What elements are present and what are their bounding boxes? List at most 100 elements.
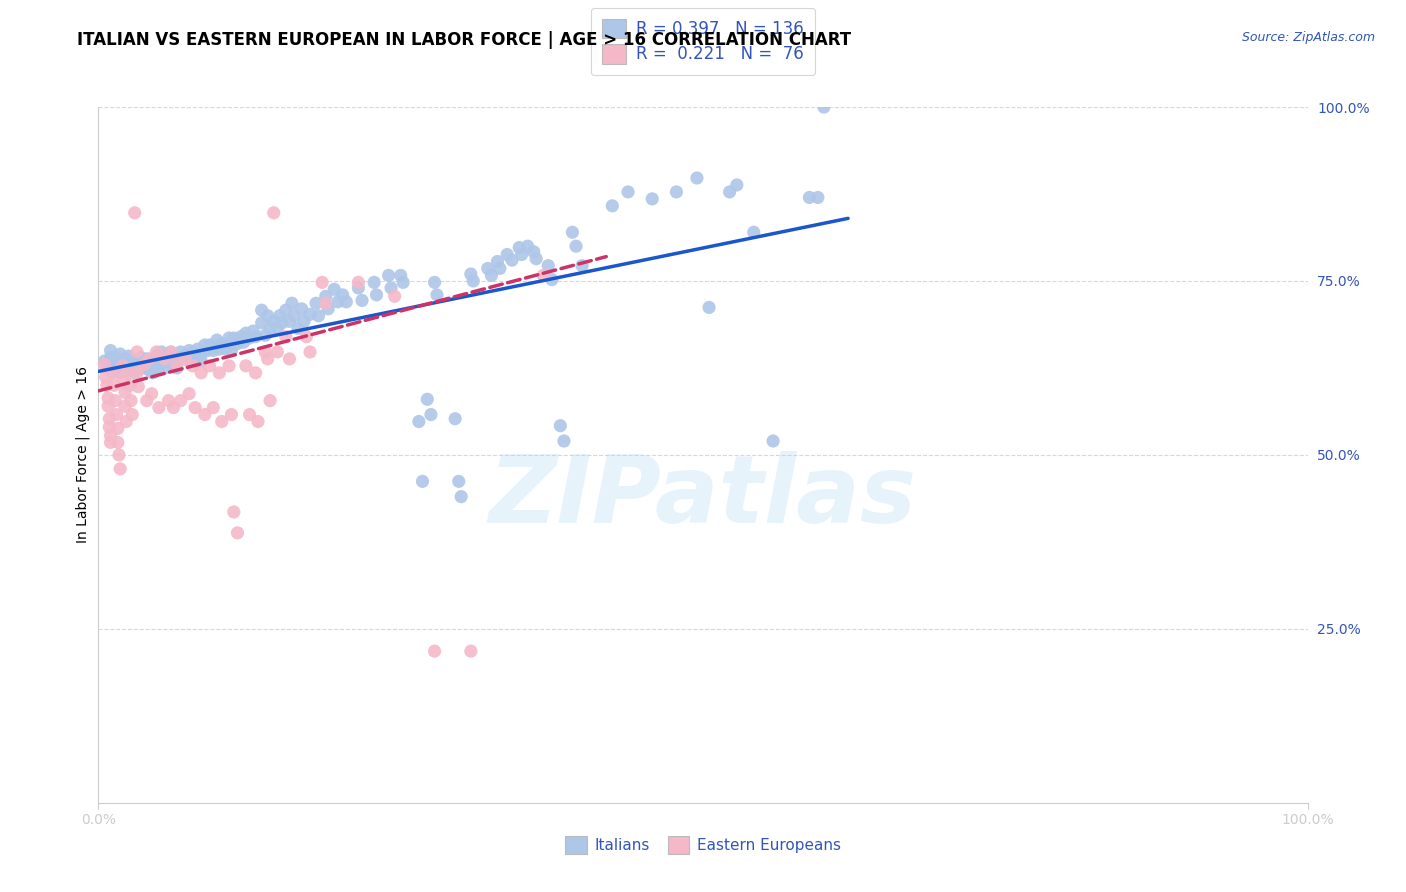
Point bbox=[107, 421, 129, 435]
Point bbox=[250, 316, 273, 330]
Point bbox=[287, 321, 309, 335]
Point bbox=[127, 366, 149, 380]
Point bbox=[366, 288, 388, 302]
Point bbox=[190, 354, 212, 368]
Point bbox=[266, 345, 288, 359]
Point bbox=[135, 351, 157, 366]
Point bbox=[198, 359, 221, 373]
Point bbox=[100, 351, 122, 365]
Point bbox=[235, 359, 257, 373]
Point bbox=[108, 347, 131, 361]
Point bbox=[718, 185, 741, 199]
Point bbox=[97, 391, 120, 405]
Point bbox=[278, 351, 301, 366]
Point bbox=[179, 386, 201, 401]
Point bbox=[141, 386, 163, 401]
Point bbox=[100, 358, 122, 372]
Point bbox=[242, 324, 264, 338]
Point bbox=[187, 342, 209, 356]
Point bbox=[111, 371, 134, 385]
Point bbox=[115, 415, 138, 429]
Point bbox=[105, 408, 128, 422]
Point bbox=[153, 351, 176, 366]
Point bbox=[308, 309, 330, 323]
Point bbox=[214, 342, 236, 356]
Point bbox=[181, 345, 204, 359]
Point bbox=[501, 253, 523, 268]
Point bbox=[111, 356, 134, 370]
Point bbox=[101, 366, 124, 380]
Point bbox=[799, 190, 821, 204]
Point bbox=[226, 336, 249, 351]
Point bbox=[423, 644, 446, 658]
Point bbox=[145, 349, 167, 363]
Point bbox=[380, 281, 402, 295]
Point bbox=[553, 434, 575, 448]
Point bbox=[100, 343, 122, 358]
Point bbox=[389, 268, 412, 283]
Point bbox=[254, 345, 277, 359]
Point bbox=[153, 360, 176, 375]
Point bbox=[218, 331, 240, 345]
Point bbox=[259, 393, 281, 408]
Text: ZIPatlas: ZIPatlas bbox=[489, 450, 917, 542]
Point bbox=[411, 475, 433, 489]
Point bbox=[157, 393, 180, 408]
Point bbox=[377, 268, 399, 283]
Point bbox=[813, 100, 835, 114]
Point bbox=[420, 408, 443, 422]
Point bbox=[98, 411, 121, 425]
Point bbox=[256, 309, 278, 323]
Point bbox=[540, 272, 562, 286]
Point bbox=[127, 356, 149, 370]
Point bbox=[121, 360, 143, 375]
Point bbox=[254, 328, 277, 343]
Point bbox=[134, 358, 156, 372]
Point bbox=[221, 408, 243, 422]
Point bbox=[274, 329, 297, 343]
Point bbox=[194, 338, 217, 352]
Point bbox=[416, 392, 439, 407]
Point bbox=[486, 254, 509, 268]
Point bbox=[299, 307, 322, 321]
Point bbox=[134, 358, 156, 372]
Point bbox=[477, 261, 499, 276]
Point bbox=[697, 301, 720, 315]
Point bbox=[250, 303, 273, 318]
Point bbox=[463, 274, 485, 288]
Point bbox=[263, 314, 285, 328]
Point bbox=[292, 314, 315, 328]
Point bbox=[150, 345, 173, 359]
Point bbox=[229, 329, 252, 343]
Point bbox=[114, 399, 136, 413]
Point bbox=[565, 239, 588, 253]
Point bbox=[153, 354, 176, 368]
Point bbox=[160, 345, 183, 359]
Text: Source: ZipAtlas.com: Source: ZipAtlas.com bbox=[1241, 31, 1375, 45]
Point bbox=[256, 351, 278, 366]
Point bbox=[311, 276, 333, 290]
Point bbox=[103, 378, 125, 392]
Point bbox=[537, 259, 560, 273]
Point bbox=[263, 206, 285, 220]
Point bbox=[295, 329, 318, 343]
Point bbox=[531, 268, 554, 283]
Point bbox=[239, 408, 262, 422]
Point bbox=[169, 345, 191, 359]
Point bbox=[108, 462, 131, 476]
Point bbox=[134, 360, 156, 375]
Point bbox=[166, 358, 188, 372]
Point bbox=[384, 289, 406, 303]
Point bbox=[166, 354, 188, 368]
Point bbox=[118, 366, 141, 380]
Point bbox=[98, 420, 121, 434]
Point bbox=[315, 289, 337, 303]
Point bbox=[179, 354, 201, 368]
Point bbox=[602, 199, 624, 213]
Point bbox=[111, 359, 134, 373]
Point bbox=[208, 342, 231, 356]
Point bbox=[524, 252, 547, 266]
Point bbox=[127, 363, 149, 377]
Point bbox=[350, 293, 373, 308]
Point bbox=[148, 401, 170, 415]
